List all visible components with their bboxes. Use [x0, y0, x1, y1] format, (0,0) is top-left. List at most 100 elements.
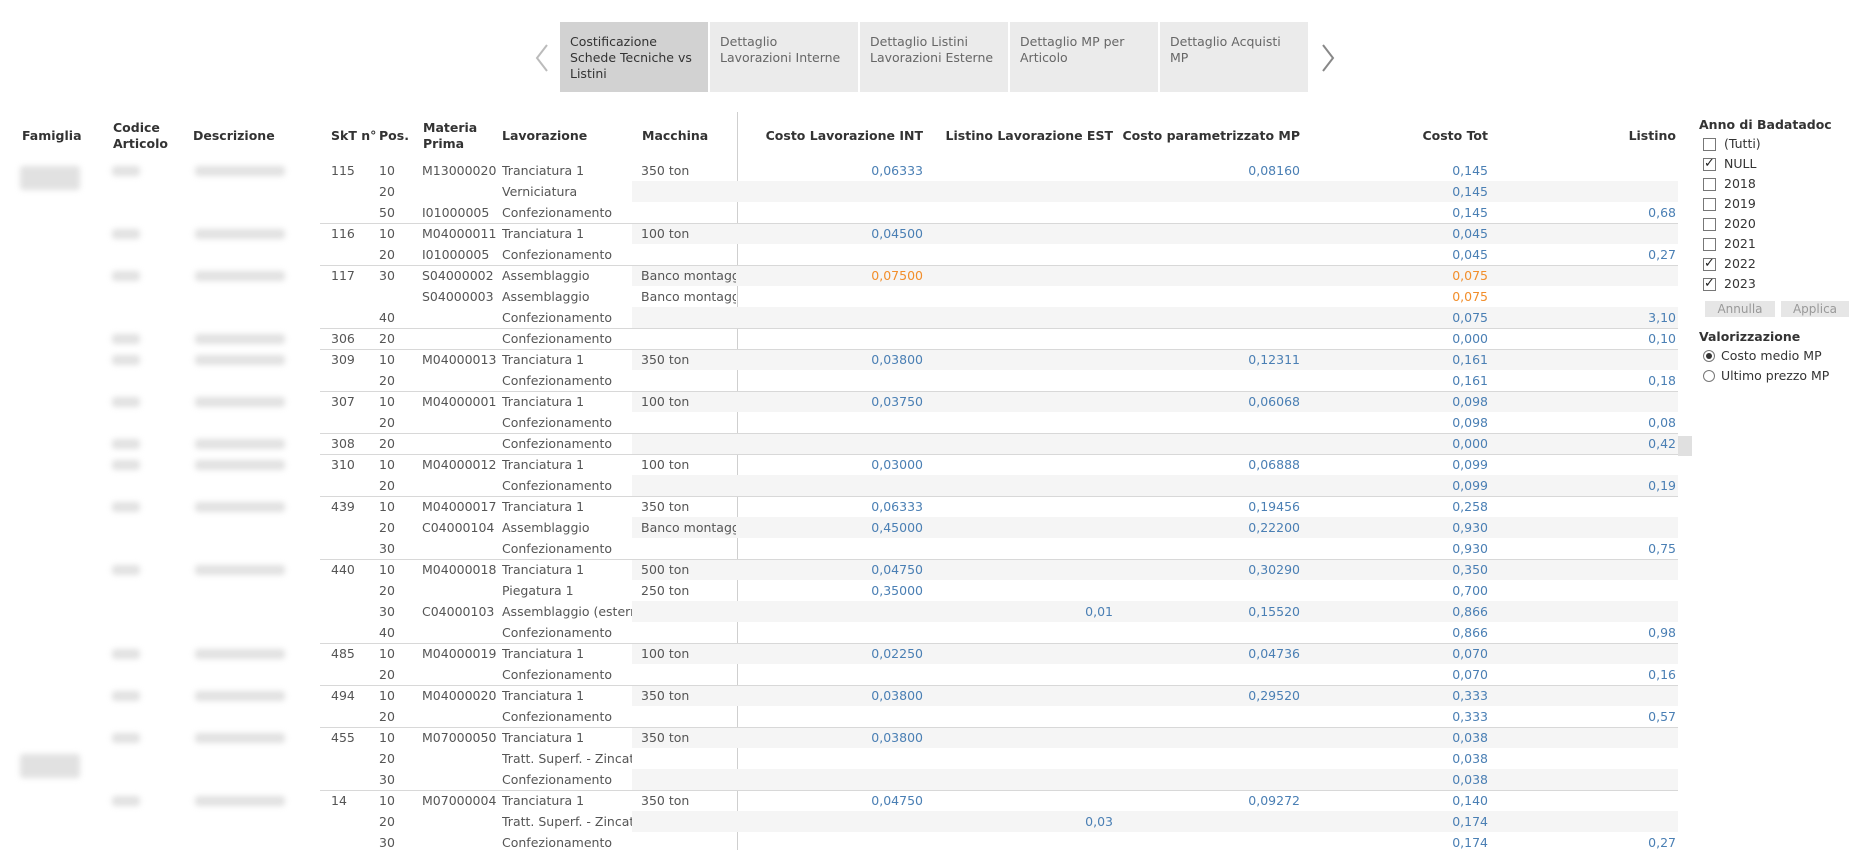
cell-skt: 117: [331, 268, 355, 283]
cell-costo-int: 0,04750: [871, 793, 923, 808]
header-listino-est: Listino Lavorazione EST: [945, 128, 1113, 143]
cell-costo-tot: 0,161: [1452, 352, 1488, 367]
cell-pos: 20: [379, 184, 395, 199]
cell-lavorazione: Tranciatura 1: [502, 499, 585, 514]
redacted-text: [195, 565, 285, 575]
cell-skt: 455: [331, 730, 355, 745]
tab-costificazione[interactable]: Costificazione Schede Tecniche vs Listin…: [560, 22, 708, 92]
group-separator: [320, 496, 1678, 497]
anno-checkbox[interactable]: [1703, 156, 1716, 171]
cell-costo-tot: 0,700: [1452, 583, 1488, 598]
cell-materia: I01000005: [422, 247, 490, 262]
cell-pos: 20: [379, 520, 395, 535]
cell-pos: 40: [379, 310, 395, 325]
cell-lavorazione: Confezionamento: [502, 709, 612, 724]
cell-lavorazione: Confezionamento: [502, 247, 612, 262]
anno-option-label[interactable]: NULL: [1724, 156, 1757, 171]
cell-materia: M04000001: [422, 394, 497, 409]
cell-lavorazione: Confezionamento: [502, 478, 612, 493]
redacted-text: [112, 334, 140, 344]
cell-costo-tot: 0,038: [1452, 751, 1488, 766]
redacted-text: [195, 271, 285, 281]
prev-tab-arrow[interactable]: [532, 22, 552, 94]
cell-lavorazione: Confezionamento: [502, 415, 612, 430]
cell-pos: 20: [379, 436, 395, 451]
anno-checkbox[interactable]: [1703, 256, 1716, 271]
cell-macchina: 350 ton: [641, 793, 690, 808]
anno-checkbox[interactable]: [1703, 276, 1716, 291]
redacted-text: [195, 460, 285, 470]
cell-costo-tot: 0,099: [1452, 478, 1488, 493]
cell-listino: 0,16: [1648, 667, 1676, 682]
anno-checkbox[interactable]: [1703, 178, 1716, 191]
cell-materia: M04000011: [422, 226, 497, 241]
cell-lavorazione: Confezionamento: [502, 373, 612, 388]
cell-materia: M13000020: [422, 163, 497, 178]
scroll-marker[interactable]: [1678, 436, 1692, 456]
anno-option-label[interactable]: 2018: [1724, 176, 1756, 191]
row-band: [632, 727, 1678, 748]
redacted-text: [112, 355, 140, 365]
anno-checkbox[interactable]: [1703, 238, 1716, 251]
tab-mp-articolo[interactable]: Dettaglio MP per Articolo: [1010, 22, 1158, 92]
row-band: [632, 349, 1678, 370]
anno-option-label[interactable]: 2022: [1724, 256, 1756, 271]
cell-costo-mp: 0,09272: [1248, 793, 1300, 808]
cell-macchina: 250 ton: [641, 583, 690, 598]
row-band: [632, 265, 1678, 286]
anno-option-label[interactable]: 2019: [1724, 196, 1756, 211]
cell-macchina: 100 ton: [641, 226, 690, 241]
valorizzazione-option-label[interactable]: Costo medio MP: [1721, 348, 1822, 363]
anno-checkbox[interactable]: [1703, 218, 1716, 231]
cell-lavorazione: Tranciatura 1: [502, 562, 585, 577]
next-tab-arrow[interactable]: [1318, 22, 1338, 94]
cell-materia: M04000020: [422, 688, 497, 703]
valorizzazione-option-label[interactable]: Ultimo prezzo MP: [1721, 368, 1830, 383]
annulla-button[interactable]: Annulla: [1705, 301, 1775, 317]
cell-pos: 20: [379, 751, 395, 766]
cell-pos: 10: [379, 352, 395, 367]
cell-lavorazione: Confezionamento: [502, 772, 612, 787]
cell-pos: 10: [379, 163, 395, 178]
cell-costo-tot: 0,045: [1452, 247, 1488, 262]
cell-costo-int: 0,03800: [871, 730, 923, 745]
row-band: [632, 223, 1678, 244]
filter-anno-title: Anno di Badatadoc: [1699, 117, 1832, 132]
filter-valorizzazione-title: Valorizzazione: [1699, 329, 1801, 344]
cell-pos: 20: [379, 415, 395, 430]
group-separator: [320, 727, 1678, 728]
cell-costo-mp: 0,12311: [1248, 352, 1300, 367]
anno-checkbox[interactable]: [1703, 138, 1716, 151]
header-materia: Materia Prima: [423, 120, 478, 151]
group-separator: [320, 349, 1678, 350]
anno-checkbox[interactable]: [1703, 198, 1716, 211]
cell-pos: 20: [379, 478, 395, 493]
cell-listino: 0,27: [1648, 835, 1676, 850]
applica-button[interactable]: Applica: [1781, 301, 1849, 317]
valorizzazione-radio[interactable]: [1703, 370, 1715, 382]
header-codice: Codice Articolo: [113, 120, 168, 151]
anno-option-label[interactable]: (Tutti): [1724, 136, 1761, 151]
valorizzazione-radio[interactable]: [1703, 350, 1715, 362]
redacted-famiglia: [20, 166, 80, 190]
redacted-text: [112, 502, 140, 512]
cell-lavorazione: Assemblaggio (estern..: [502, 604, 632, 619]
cell-listino: 3,10: [1648, 310, 1676, 325]
anno-option-label[interactable]: 2021: [1724, 236, 1756, 251]
cell-pos: 10: [379, 730, 395, 745]
group-separator: [320, 433, 1678, 434]
header-pos: Pos.: [379, 128, 409, 143]
tab-listini-esterne[interactable]: Dettaglio Listini Lavorazioni Esterne: [860, 22, 1008, 92]
row-band: [632, 811, 1678, 832]
cell-lavorazione: Tranciatura 1: [502, 793, 585, 808]
anno-option-label[interactable]: 2020: [1724, 216, 1756, 231]
anno-option-label[interactable]: 2023: [1724, 276, 1756, 291]
header-costo-int: Costo Lavorazione INT: [765, 128, 923, 143]
cell-materia: M04000012: [422, 457, 497, 472]
tab-lavorazioni-interne[interactable]: Dettaglio Lavorazioni Interne: [710, 22, 858, 92]
cell-listino: 0,19: [1648, 478, 1676, 493]
tab-acquisti-mp[interactable]: Dettaglio Acquisti MP: [1160, 22, 1308, 92]
group-separator: [320, 559, 1678, 560]
cell-listino: 0,42: [1648, 436, 1676, 451]
redacted-text: [112, 439, 140, 449]
